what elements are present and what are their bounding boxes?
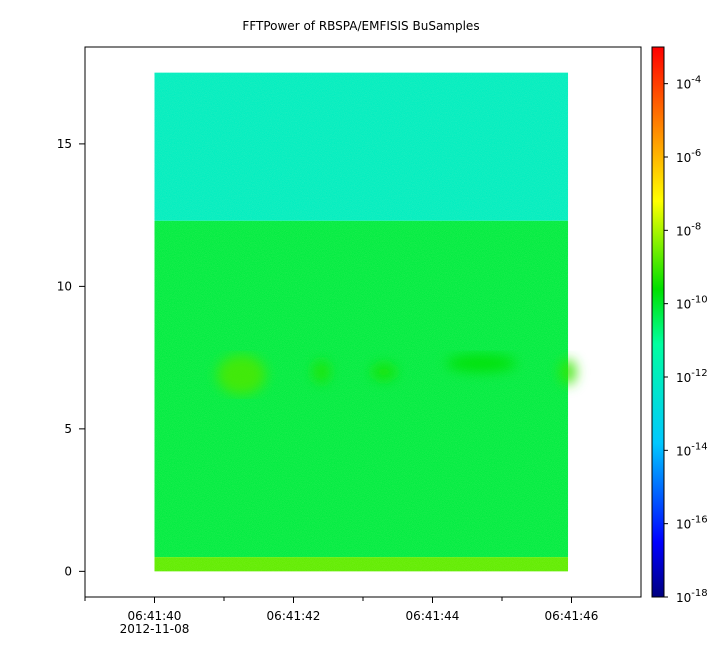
colorbar-tick-exponent: -4 xyxy=(691,75,701,86)
colorbar-tick-label: 10-4 xyxy=(676,75,701,92)
heatmap-feature-5 xyxy=(559,359,577,385)
colorbar-tick-label: 10-8 xyxy=(676,221,701,238)
colorbar-tick-exponent: -18 xyxy=(691,588,707,599)
colorbar-tick-base: 10 xyxy=(676,78,691,92)
x-tick-label: 06:41:44 xyxy=(406,609,460,623)
heatmap-feature-4 xyxy=(446,354,516,372)
spectrogram-heatmap xyxy=(154,72,577,572)
colorbar-tick-exponent: -8 xyxy=(691,221,701,232)
colorbar-tick-label: 10-10 xyxy=(676,295,708,312)
x-axis: 06:41:40 06:41:42 06:41:44 06:41:46 xyxy=(84,597,599,623)
x-tick-label: 06:41:46 xyxy=(545,609,599,623)
x-tick-label: 06:41:42 xyxy=(267,609,321,623)
y-tick-label: 0 xyxy=(64,564,72,578)
colorbar-tick-base: 10 xyxy=(676,444,691,458)
colorbar-tick-base: 10 xyxy=(676,151,691,165)
colorbar-tick-exponent: -6 xyxy=(691,148,701,159)
colorbar-tick-base: 10 xyxy=(676,591,691,605)
x-axis-date-label: 2012-11-08 xyxy=(120,622,190,636)
heatmap-features xyxy=(217,354,577,395)
colorbar-tick-base: 10 xyxy=(676,224,691,238)
colorbar-tick-base: 10 xyxy=(676,371,691,385)
colorbar-tick-exponent: -16 xyxy=(691,515,707,526)
x-tick-label: 06:41:40 xyxy=(128,609,182,623)
y-axis: 0 5 10 15 xyxy=(57,137,85,578)
colorbar-tick-base: 10 xyxy=(676,298,691,312)
colorbar-tick-label: 10-14 xyxy=(676,441,708,458)
colorbar-tick-exponent: -10 xyxy=(691,295,707,306)
y-tick-label: 5 xyxy=(64,422,72,436)
heatmap-noise-texture xyxy=(154,72,569,572)
colorbar-tick-exponent: -12 xyxy=(691,368,707,379)
colorbar-tick-label: 10-16 xyxy=(676,515,708,532)
heatmap-feature-3 xyxy=(371,363,397,381)
heatmap-feature-1 xyxy=(217,354,266,395)
colorbar-tick-base: 10 xyxy=(676,518,691,532)
colorbar-tick-label: 10-6 xyxy=(676,148,701,165)
y-tick-label: 10 xyxy=(57,279,72,293)
y-tick-label: 15 xyxy=(57,137,72,151)
chart-title: FFTPower of RBSPA/EMFISIS BuSamples xyxy=(242,19,479,33)
colorbar-tick-label: 10-12 xyxy=(676,368,708,385)
colorbar-tick-exponent: -14 xyxy=(691,441,707,452)
colorbar-tick-label: 10-18 xyxy=(676,588,708,605)
heatmap-feature-2 xyxy=(312,360,330,384)
colorbar xyxy=(651,46,665,598)
